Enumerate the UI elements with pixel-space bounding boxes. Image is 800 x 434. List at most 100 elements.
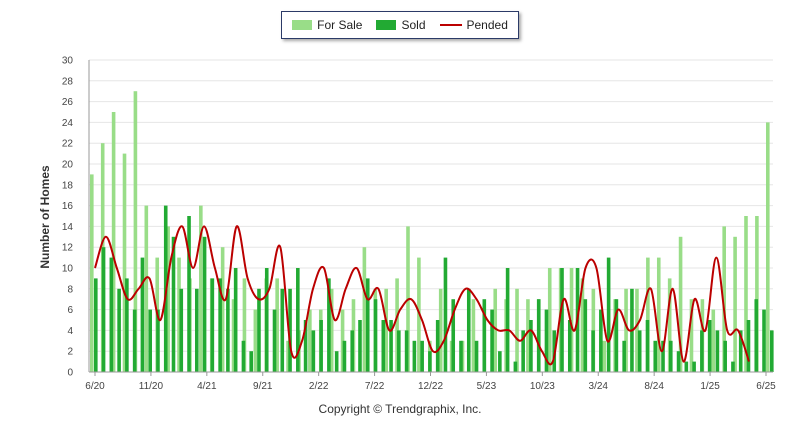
- for-sale-bar: [635, 288, 639, 372]
- x-tick-label: 11/20: [139, 381, 164, 392]
- for-sale-bar: [220, 247, 225, 372]
- for-sale-bar: [177, 257, 181, 372]
- for-sale-bar: [646, 257, 650, 372]
- legend: For Sale Sold Pended: [281, 11, 519, 39]
- sold-bar: [738, 330, 743, 372]
- for-sale-bar: [678, 236, 683, 372]
- y-tick-label: 2: [67, 347, 73, 358]
- for-sale-bar: [722, 226, 726, 372]
- sold-bar: [140, 257, 145, 372]
- x-tick-label: 3/24: [589, 381, 609, 392]
- for-sale-bar: [766, 122, 770, 373]
- for-sale-bar: [471, 299, 476, 372]
- for-sale-bar: [711, 309, 716, 372]
- for-sale-bar: [384, 288, 388, 372]
- sold-bar: [187, 216, 191, 372]
- sold-bar: [536, 299, 541, 372]
- sold-bar: [544, 309, 549, 372]
- legend-label-sold: Sold: [401, 18, 426, 32]
- y-tick-label: 18: [62, 180, 74, 191]
- sold-bar: [715, 330, 720, 372]
- for-sale-bar: [122, 153, 127, 372]
- sold-bar: [513, 361, 518, 372]
- sold-bar: [303, 320, 308, 372]
- sold-bar: [529, 320, 533, 372]
- for-sale-bar: [733, 236, 737, 372]
- sold-bar: [288, 288, 292, 372]
- legend-item-for-sale[interactable]: For Sale: [292, 18, 362, 32]
- sold-bar: [342, 340, 347, 372]
- sold-bar: [397, 330, 401, 372]
- y-tick-label: 10: [62, 264, 74, 275]
- copyright-text: Copyright © Trendgraphix, Inc.: [318, 402, 482, 416]
- sold-bar: [327, 278, 331, 372]
- y-tick-label: 0: [67, 368, 73, 379]
- legend-item-pended[interactable]: Pended: [439, 18, 508, 32]
- sold-bar: [210, 278, 215, 372]
- for-sale-bar: [111, 112, 116, 372]
- sold-bar: [195, 288, 199, 372]
- for-sale-bar: [362, 247, 367, 372]
- sold-bar: [412, 340, 417, 372]
- for-sale-bar: [253, 309, 258, 372]
- for-sale-bar: [144, 205, 149, 372]
- y-tick-label: 20: [62, 160, 74, 171]
- legend-item-sold[interactable]: Sold: [376, 18, 426, 32]
- sold-bar: [272, 309, 277, 372]
- sold-bar: [156, 309, 160, 372]
- sold-bar: [350, 330, 355, 372]
- sold-bar: [94, 278, 98, 372]
- for-sale-bar: [547, 268, 552, 372]
- for-sale-bar: [624, 288, 628, 372]
- x-tick-label: 10/23: [530, 381, 555, 392]
- legend-label-for-sale: For Sale: [317, 18, 363, 32]
- sold-bar: [435, 320, 440, 372]
- sold-bar: [443, 257, 448, 372]
- for-sale-bar: [602, 340, 607, 372]
- x-tick-label: 2/22: [309, 381, 329, 392]
- sold-bar: [404, 330, 409, 372]
- sold-bar: [459, 340, 463, 372]
- sold-bar: [280, 288, 285, 372]
- sold-bar: [358, 320, 362, 372]
- sold-bar: [700, 330, 704, 372]
- sold-bar: [109, 257, 114, 372]
- for-sale-bar: [438, 288, 443, 372]
- for-sale-bar: [242, 278, 247, 372]
- x-tick-label: 12/22: [418, 381, 443, 392]
- sold-bar: [560, 268, 564, 372]
- y-tick-label: 22: [62, 139, 74, 150]
- sold-bar: [241, 340, 246, 372]
- pended-swatch: [439, 24, 462, 26]
- sold-bar: [637, 330, 642, 372]
- sold-bar: [451, 299, 456, 372]
- sold-bar: [676, 351, 681, 372]
- sold-bar: [567, 320, 572, 372]
- for-sale-bar: [166, 226, 170, 372]
- sold-bar: [117, 288, 121, 372]
- y-tick-label: 6: [67, 305, 73, 316]
- sold-bar: [731, 361, 735, 372]
- sold-bar: [233, 268, 238, 372]
- sold-bar: [521, 330, 525, 372]
- sold-bar: [171, 236, 176, 372]
- for-sale-bar: [656, 257, 661, 372]
- sold-bar: [179, 288, 184, 372]
- sold-bar: [614, 299, 619, 372]
- sold-bar: [202, 236, 207, 372]
- x-tick-label: 5/23: [477, 381, 497, 392]
- x-tick-label: 7/22: [365, 381, 385, 392]
- y-tick-label: 24: [62, 118, 74, 129]
- sold-bar: [474, 340, 479, 372]
- sold-bar: [606, 257, 611, 372]
- for-sale-bar: [329, 288, 334, 372]
- y-axis-label: Number of Homes: [38, 165, 52, 269]
- sold-bar: [381, 320, 386, 372]
- for-sale-swatch: [292, 20, 313, 30]
- sold-bar: [132, 309, 137, 372]
- y-tick-label: 16: [62, 201, 74, 212]
- sold-bar: [420, 340, 424, 372]
- sold-bar: [389, 320, 393, 372]
- sold-bar: [373, 299, 378, 372]
